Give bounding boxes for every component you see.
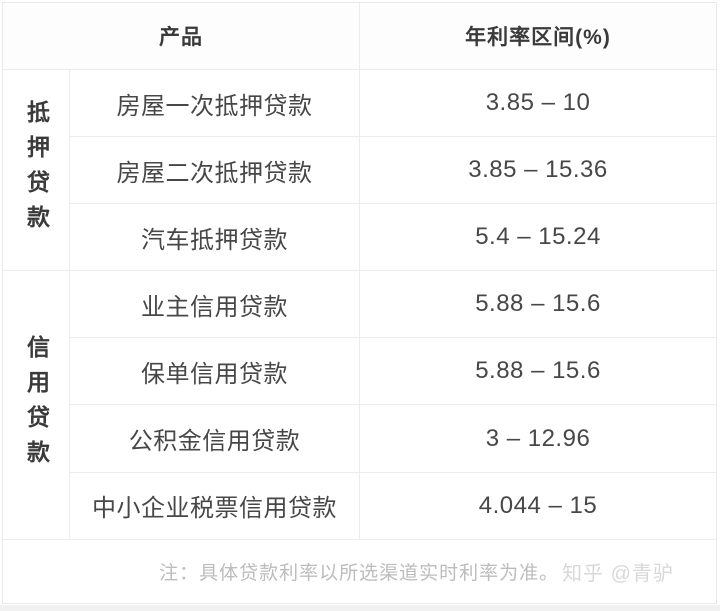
table-row-product: 房屋一次抵押贷款 <box>70 70 360 138</box>
group-cell-mortgage-loans: 抵押贷款 <box>3 70 70 272</box>
table-row-rate: 3 – 12.96 <box>360 405 716 473</box>
disclaimer-note: 注：具体贷款利率以所选渠道实时利率为准。 <box>159 562 560 584</box>
table-row-product: 保单信用贷款 <box>70 338 360 406</box>
group-label-credit-loans: 信用贷款 <box>23 334 50 475</box>
table-row-product: 公积金信用贷款 <box>70 405 360 473</box>
column-header-rate: 年利率区间(%) <box>360 3 716 70</box>
table-row-rate: 3.85 – 15.36 <box>360 137 716 205</box>
table-row-rate: 5.88 – 15.6 <box>360 271 716 339</box>
table-row-rate: 3.85 – 10 <box>360 70 716 138</box>
group-label-mortgage-loans: 抵押贷款 <box>23 100 50 241</box>
table-row-rate: 4.044 – 15 <box>360 473 716 540</box>
table-row-rate: 5.88 – 15.6 <box>360 338 716 406</box>
page-bottom-strip <box>0 605 720 611</box>
group-cell-credit-loans: 信用贷款 <box>3 271 70 540</box>
footer-note-row: 注：具体贷款利率以所选渠道实时利率为准。 知乎 @青驴 <box>3 540 716 603</box>
rate-table: 产品 年利率区间(%) 抵押贷款 信用贷款 房屋一次抵押贷款 3.85 – 10… <box>3 3 716 603</box>
table-row-rate: 5.4 – 15.24 <box>360 204 716 272</box>
table-row-product: 房屋二次抵押贷款 <box>70 137 360 205</box>
zhihu-watermark: 知乎 @青驴 <box>562 562 674 585</box>
table-row-product: 业主信用贷款 <box>70 271 360 339</box>
rate-table-card: 产品 年利率区间(%) 抵押贷款 信用贷款 房屋一次抵押贷款 3.85 – 10… <box>2 2 717 604</box>
table-row-product: 汽车抵押贷款 <box>70 204 360 272</box>
column-header-product: 产品 <box>3 3 360 70</box>
table-row-product: 中小企业税票信用贷款 <box>70 472 360 540</box>
